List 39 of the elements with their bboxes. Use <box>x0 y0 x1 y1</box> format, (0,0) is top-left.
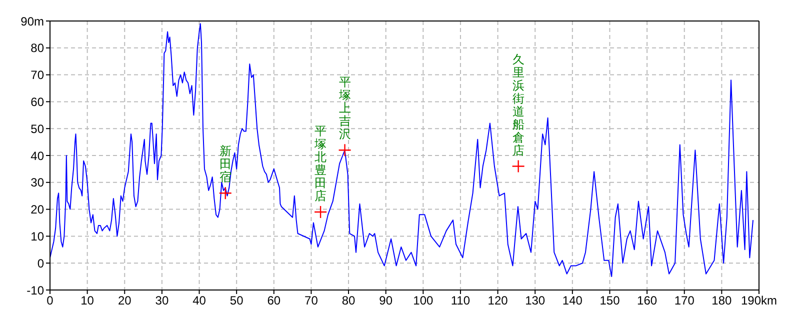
annotation: 久里浜街道船倉店 <box>512 52 524 158</box>
x-tick-label: 10 <box>80 294 94 308</box>
x-tick-label: 50 <box>230 294 244 308</box>
x-tick-label: 0 <box>46 294 54 308</box>
x-tick-label: 60 <box>267 294 281 308</box>
x-tick-label: 140 <box>562 294 583 308</box>
line-series <box>50 23 754 278</box>
x-tick-label: 80 <box>342 294 356 308</box>
point <box>512 160 525 173</box>
x-tick-label: 110 <box>450 294 470 308</box>
y-tick-label: 0 <box>37 256 44 270</box>
point <box>338 144 352 157</box>
x-tick-label: 160 <box>637 294 658 308</box>
y-tick-label: 80 <box>30 41 44 56</box>
x-tick-label: 180 <box>712 294 732 308</box>
x-tick-label: 120 <box>488 294 508 308</box>
y-tick-label: 70 <box>30 68 44 82</box>
x-tick-label: 170 <box>674 294 695 308</box>
x-tick-label: 20 <box>118 294 132 308</box>
y-tick-label: 20 <box>30 202 44 217</box>
x-tick-label: 190km <box>740 294 778 308</box>
x-tick-label: 130 <box>525 294 546 308</box>
x-tick-label: 150 <box>600 294 620 308</box>
x-tick-label: 100 <box>413 294 434 308</box>
annotation: 平塚上吉沢 <box>338 75 351 142</box>
x-tick-label: 90 <box>379 294 393 308</box>
x-tick-label: 40 <box>192 294 206 308</box>
y-tick-label: 40 <box>30 148 44 163</box>
annotation: 平塚北豊田店 <box>314 124 327 203</box>
point <box>314 205 328 219</box>
y-tick-label: 30 <box>30 176 44 190</box>
x-tick-label: 30 <box>155 294 169 308</box>
y-tick-label: 10 <box>30 229 44 244</box>
y-tick-label: 50 <box>30 122 44 136</box>
point <box>218 186 232 200</box>
x-tick-label: 70 <box>304 294 318 308</box>
y-tick-label: 60 <box>30 94 44 109</box>
y-tick-label: 90m <box>20 14 44 28</box>
y-tick-label: -10 <box>26 283 44 298</box>
